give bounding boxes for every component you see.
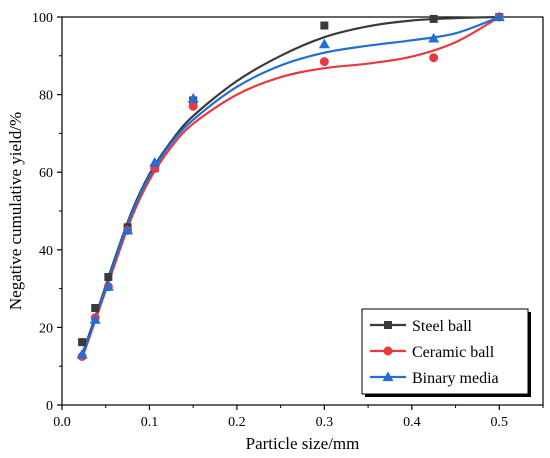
data-markers (76, 11, 505, 361)
legend-label-ceramic-ball: Ceramic ball (412, 344, 495, 361)
steel-ball-point (78, 338, 87, 347)
x-tick-label: 0.5 (491, 415, 509, 430)
x-axis-title: Particle size/mm (246, 434, 360, 453)
binary-media-point (89, 314, 101, 324)
binary-media-point (493, 11, 505, 22)
steel-ball-point (429, 14, 438, 23)
x-tick-label: 0.3 (316, 415, 334, 430)
binary-media-point (187, 92, 199, 103)
steel-ball-point (91, 304, 100, 312)
legend: Steel ball Ceramic ball Binary media (361, 308, 531, 397)
y-tick-label: 80 (39, 89, 53, 104)
binary-media-point (428, 32, 440, 43)
ceramic-ball-point (319, 57, 329, 67)
legend-label-steel-ball: Steel ball (412, 318, 473, 335)
axes: 0.0 0.1 0.2 0.3 0.4 0.5 0 20 40 60 80 100 (32, 11, 544, 430)
legend-marker-binary-media (382, 371, 394, 382)
y-tick-label: 60 (39, 166, 53, 181)
steel-ball-point (104, 272, 113, 281)
y-axis-title: Negative cumulative yield/% (6, 112, 25, 310)
legend-marker-steel-ball (384, 321, 392, 329)
fit-curves (81, 15, 500, 359)
x-tick-label: 0.2 (228, 415, 246, 430)
binary-media-fit-line (81, 15, 500, 357)
y-tick-label: 40 (39, 244, 53, 259)
y-tick-label: 20 (39, 321, 53, 336)
binary-media-point (76, 349, 88, 359)
binary-media-point (318, 38, 330, 49)
binary-media-point (122, 224, 134, 235)
ceramic-ball-fit-line (81, 16, 500, 359)
binary-media-point (149, 157, 161, 167)
y-tick-label: 100 (32, 11, 53, 26)
x-tick-label: 0.1 (141, 415, 159, 430)
binary-media-point (102, 281, 114, 291)
ceramic-ball-point (188, 101, 198, 111)
x-tick-label: 0.0 (53, 415, 71, 430)
y-tick-label: 0 (46, 399, 53, 414)
x-tick-label: 0.4 (403, 415, 421, 430)
ceramic-ball-point (429, 53, 439, 63)
legend-marker-ceramic-ball (383, 346, 393, 356)
steel-ball-point (320, 21, 329, 30)
legend-label-binary-media: Binary media (412, 370, 499, 387)
